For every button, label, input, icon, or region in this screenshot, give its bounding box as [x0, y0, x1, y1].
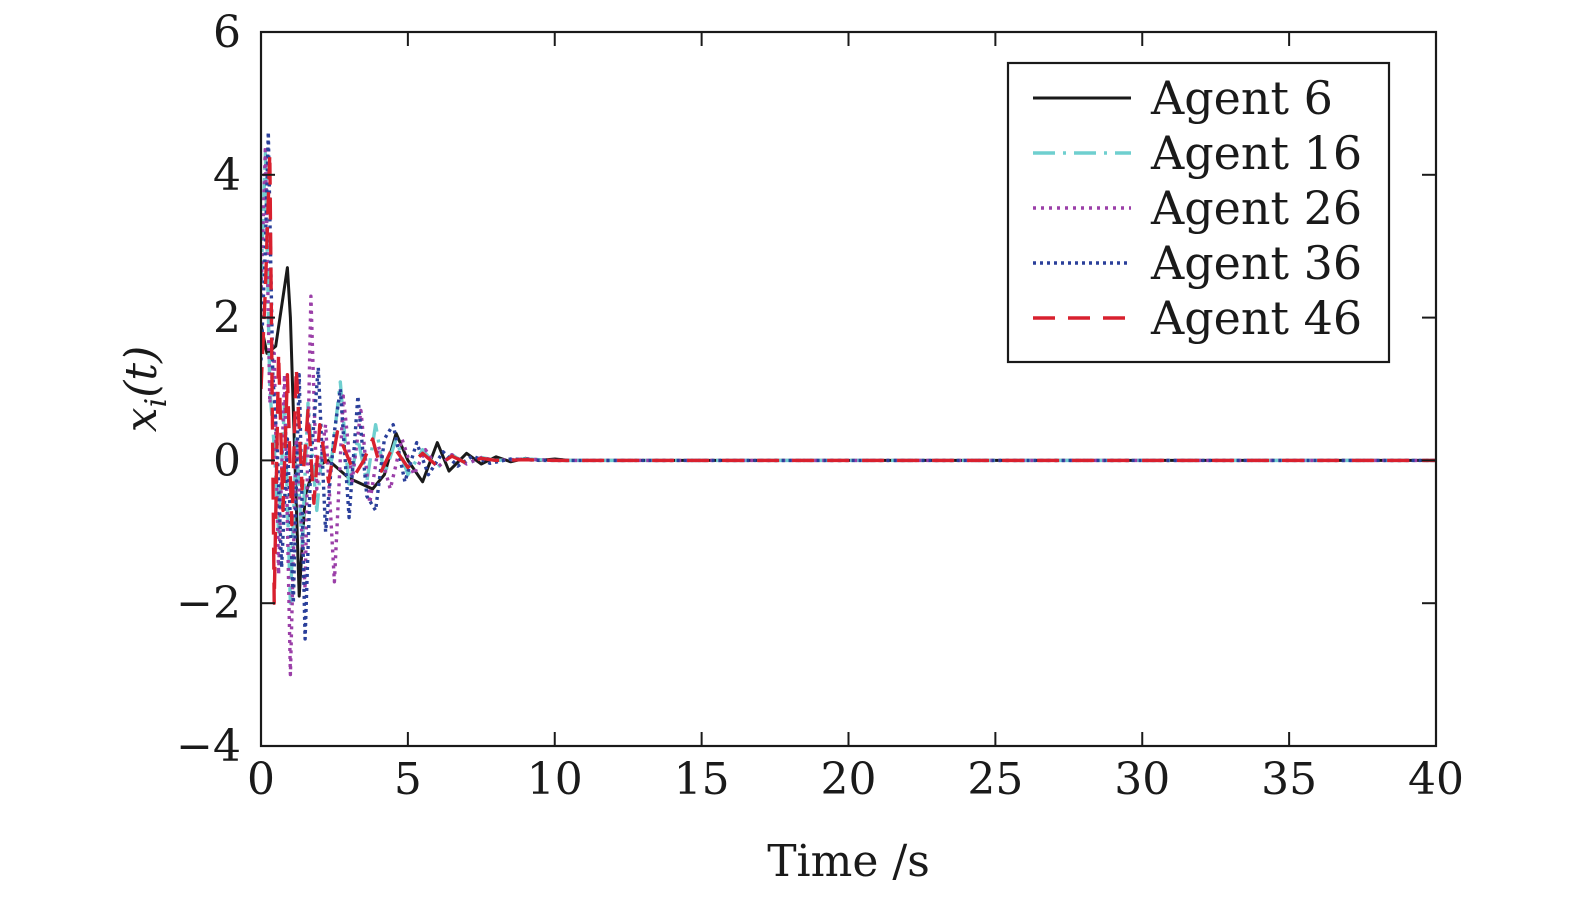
x-tick-label: 0 — [247, 754, 275, 805]
y-tick-label: −4 — [176, 721, 241, 772]
series-line-agent-36 — [261, 130, 1436, 641]
y-axis-title-args: (t) — [116, 346, 167, 398]
y-tick-label: 4 — [213, 150, 241, 201]
x-tick-label: 20 — [821, 754, 877, 805]
legend-item: Agent 36 — [1033, 236, 1362, 290]
x-tick-label: 35 — [1261, 754, 1317, 805]
legend-item: Agent 26 — [1033, 181, 1362, 235]
x-tick-label: 40 — [1408, 754, 1464, 805]
legend-item: Agent 6 — [1033, 71, 1333, 125]
ticks-layer — [260, 31, 1437, 747]
y-tick-label: −2 — [176, 578, 241, 629]
legend-item: Agent 46 — [1033, 291, 1362, 345]
legend-box — [1006, 61, 1391, 364]
y-tick-label: 6 — [213, 7, 241, 58]
series-line-agent-26 — [261, 144, 1436, 677]
y-axis-title: xi(t) — [116, 346, 174, 432]
tick-labels-layer: 0 5 10 15 20 25 30 35 40 −4 −2 0 2 4 6 — [176, 7, 1464, 805]
series-layer — [261, 130, 1436, 677]
svg-text:xi(t): xi(t) — [116, 346, 174, 432]
y-axis-title-main: x — [116, 407, 167, 432]
series-line-agent-46 — [261, 151, 1436, 605]
x-tick-label: 30 — [1114, 754, 1170, 805]
y-axis-title-sub: i — [139, 398, 174, 408]
legend-label: Agent 16 — [1150, 126, 1362, 180]
legend-label: Agent 36 — [1150, 236, 1362, 290]
x-tick-label: 5 — [394, 754, 422, 805]
x-axis-title: Time /s — [767, 836, 930, 887]
legend-label: Agent 26 — [1150, 181, 1362, 235]
x-tick-label: 25 — [967, 754, 1023, 805]
y-tick-label: 2 — [213, 293, 241, 344]
x-tick-label: 10 — [527, 754, 583, 805]
legend-label: Agent 46 — [1150, 291, 1362, 345]
legend-label: Agent 6 — [1150, 71, 1333, 125]
legend-item: Agent 16 — [1033, 126, 1362, 180]
y-tick-label: 0 — [213, 435, 241, 486]
x-tick-label: 15 — [674, 754, 730, 805]
